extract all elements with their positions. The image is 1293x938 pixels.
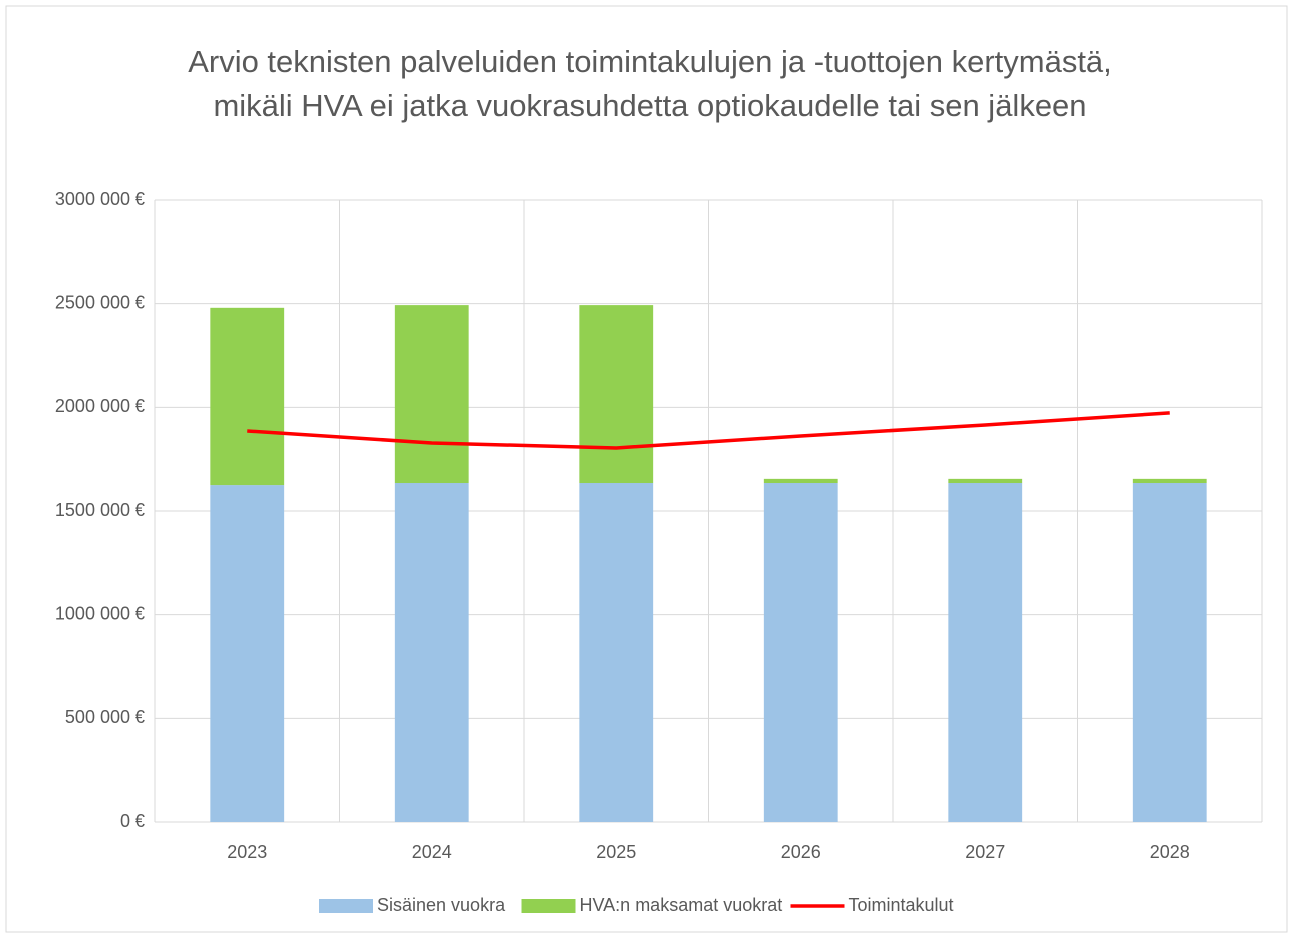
- y-tick-label: 2000 000 €: [55, 396, 145, 416]
- bar: [948, 483, 1023, 822]
- bar: [1132, 478, 1207, 484]
- bar: [210, 307, 285, 486]
- legend-marker: [319, 899, 373, 913]
- legend-label: HVA:n maksamat vuokrat: [580, 895, 783, 915]
- legend-label: Sisäinen vuokra: [377, 895, 506, 915]
- y-tick-label: 0 €: [120, 811, 145, 831]
- x-tick-label: 2024: [412, 842, 452, 862]
- legend-marker: [521, 899, 576, 913]
- bar: [579, 305, 654, 484]
- bar: [579, 483, 654, 822]
- bar: [948, 478, 1023, 484]
- line: [247, 411, 1170, 450]
- y-tick-label: 2500 000 €: [55, 292, 145, 312]
- x-tick-label: 2028: [1150, 842, 1190, 862]
- y-tick-label: 3000 000 €: [55, 189, 145, 209]
- bar: [210, 485, 285, 822]
- x-tick-label: 2027: [965, 842, 1005, 862]
- bar: [763, 478, 838, 484]
- bar: [394, 305, 469, 484]
- y-tick-label: 1500 000 €: [55, 500, 145, 520]
- legend-label: Toimintakulut: [849, 895, 954, 915]
- y-tick-label: 500 000 €: [65, 707, 145, 727]
- bar: [763, 483, 838, 822]
- chart-title: Arvio teknisten palveluiden toimintakulu…: [188, 44, 1112, 123]
- bar: [394, 483, 469, 822]
- x-tick-label: 2026: [781, 842, 821, 862]
- x-tick-label: 2023: [227, 842, 267, 862]
- bar: [1132, 483, 1207, 822]
- y-tick-label: 1000 000 €: [55, 603, 145, 623]
- x-tick-label: 2025: [596, 842, 636, 862]
